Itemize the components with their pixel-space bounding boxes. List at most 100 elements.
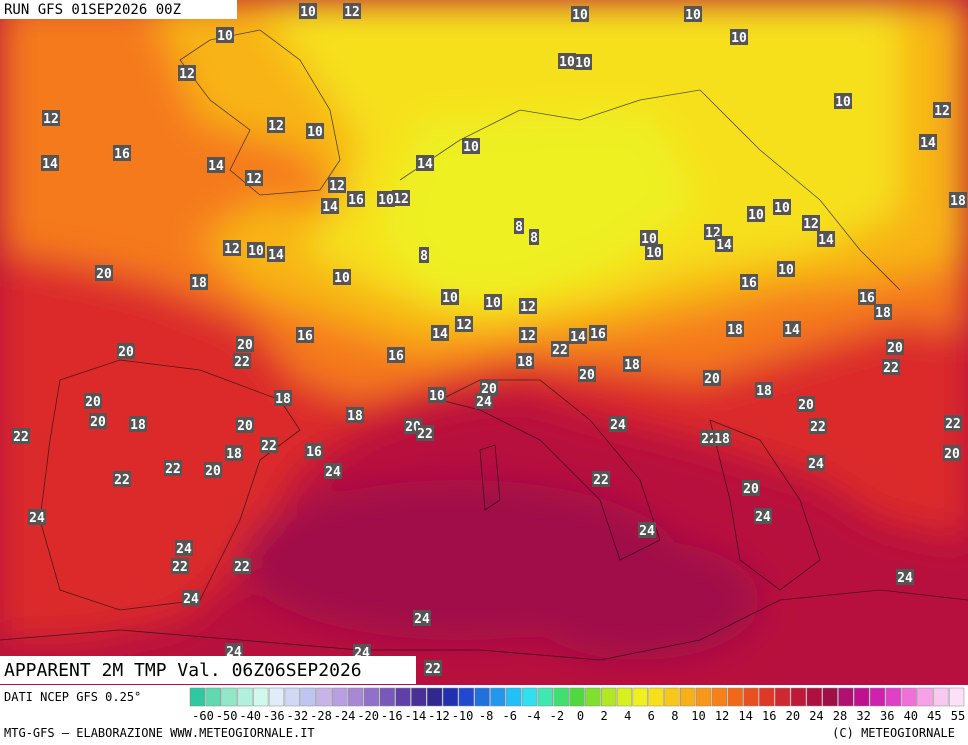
colorbar-label: 28	[833, 709, 847, 723]
value-text: 22	[13, 430, 29, 445]
value-label: 18	[274, 390, 292, 407]
value-box	[777, 261, 795, 277]
value-label: 12	[328, 177, 346, 194]
value-text: 8	[420, 249, 428, 264]
value-text: 18	[130, 418, 146, 433]
value-label: 24	[413, 610, 431, 627]
value-box	[392, 190, 410, 206]
value-box	[747, 206, 765, 222]
colorbar-swatch	[411, 687, 427, 707]
value-label: 12	[519, 327, 537, 344]
value-label: 18	[225, 445, 243, 462]
value-text: 18	[517, 355, 533, 370]
value-label: 18	[623, 356, 641, 373]
value-box	[703, 370, 721, 386]
value-text: 18	[714, 432, 730, 447]
value-text: 10	[300, 5, 316, 20]
value-box	[638, 522, 656, 538]
value-label: 24	[475, 393, 493, 410]
value-text: 16	[741, 276, 757, 291]
value-box	[551, 341, 569, 357]
value-text: 14	[716, 238, 732, 253]
colorbar-swatch	[474, 687, 490, 707]
value-text: 10	[731, 31, 747, 46]
value-text: 8	[530, 231, 538, 246]
value-box	[484, 294, 502, 310]
value-text: 14	[432, 327, 448, 342]
value-text: 22	[261, 439, 277, 454]
value-box	[236, 336, 254, 352]
value-label: 18	[346, 407, 364, 424]
run-title: RUN GFS 01SEP2026 00Z	[4, 2, 181, 18]
value-text: 10	[778, 263, 794, 278]
value-text: 10	[307, 125, 323, 140]
value-label: 22	[260, 437, 278, 454]
value-label: 24	[609, 416, 627, 433]
value-label: 22	[233, 558, 251, 575]
value-box	[558, 53, 576, 69]
value-box	[42, 110, 60, 126]
value-text: 20	[579, 368, 595, 383]
value-label: 14	[715, 236, 733, 253]
value-box	[182, 590, 200, 606]
value-text: 12	[246, 172, 262, 187]
value-text: 10	[485, 296, 501, 311]
value-text: 12	[934, 104, 950, 119]
value-text: 16	[306, 445, 322, 460]
colorbar-swatch	[759, 687, 775, 707]
value-label: 18	[516, 353, 534, 370]
value-box	[424, 660, 442, 676]
value-label: 10	[247, 242, 265, 259]
value-label: 10	[333, 269, 351, 286]
value-box	[773, 199, 791, 215]
value-text: 22	[425, 662, 441, 677]
value-text: 20	[205, 464, 221, 479]
colorbar-swatch	[347, 687, 364, 707]
value-box	[95, 265, 113, 281]
value-box	[858, 289, 876, 305]
value-label: 22	[551, 341, 569, 358]
value-text: 12	[344, 5, 360, 20]
colorbar-swatch	[490, 687, 506, 707]
value-text: 10	[334, 271, 350, 286]
value-label: 22	[592, 471, 610, 488]
value-label: 10	[640, 230, 658, 247]
run-box	[0, 0, 237, 19]
colorbar-swatch	[332, 687, 348, 707]
value-label: 18	[190, 274, 208, 291]
value-box	[89, 413, 107, 429]
value-text: 22	[701, 432, 717, 447]
value-text: 22	[552, 343, 568, 358]
value-label: 10	[428, 387, 446, 404]
value-text: 12	[520, 300, 536, 315]
colorbar-swatch	[316, 687, 332, 707]
value-label: 10	[730, 29, 748, 46]
value-label: 18	[755, 382, 773, 399]
value-box	[267, 117, 285, 133]
colorbar-label: -4	[526, 709, 540, 723]
value-box	[233, 353, 251, 369]
value-text: 22	[945, 417, 961, 432]
colorbar-swatch	[600, 687, 617, 707]
colorbar-label: -20	[357, 709, 379, 723]
value-label: 8	[529, 229, 539, 246]
value-label: 12	[392, 190, 410, 207]
value-box	[129, 416, 147, 432]
value-box	[475, 393, 493, 409]
value-text: 10	[646, 246, 662, 261]
value-box	[886, 339, 904, 355]
colorbar-swatch	[822, 687, 838, 707]
value-box	[919, 134, 937, 150]
colorbar-swatch	[885, 687, 901, 707]
value-box	[623, 356, 641, 372]
value-text: 24	[29, 511, 45, 526]
colorbar-swatch	[616, 687, 633, 707]
value-text: 8	[515, 220, 523, 235]
value-label: 12	[519, 298, 537, 315]
value-label: 24	[638, 522, 656, 539]
value-text: 10	[248, 244, 264, 259]
value-box	[413, 610, 431, 626]
value-text: 14	[322, 200, 338, 215]
value-box	[882, 359, 900, 375]
